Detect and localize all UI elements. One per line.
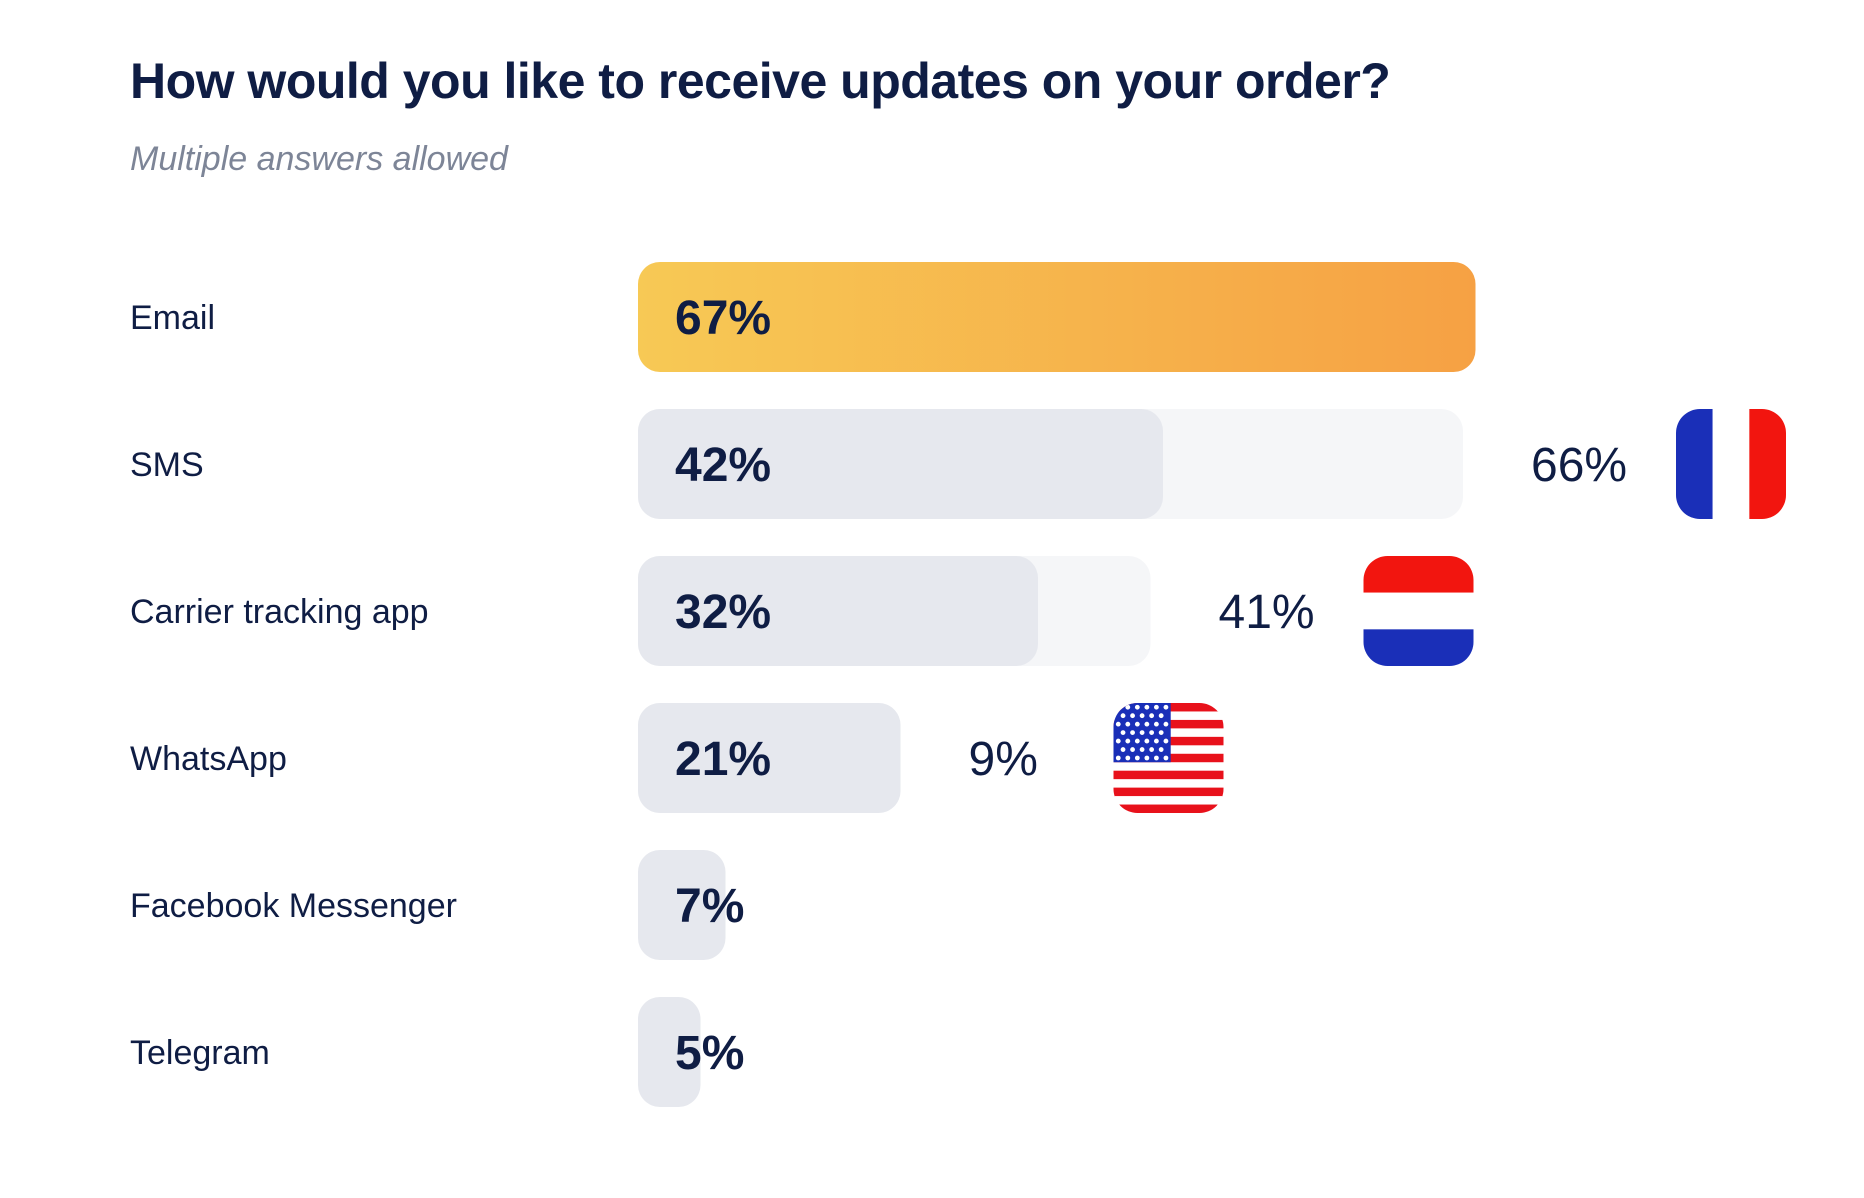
netherlands-flag-icon [1363,556,1474,666]
category-label: Carrier tracking app [130,593,429,631]
bar [638,556,1038,666]
bar-value-label: 42% [675,439,771,492]
bar [638,409,1163,519]
bar-value-label: 7% [675,880,744,933]
bar-row-email: Email 67% [130,262,1476,372]
bar-row-sms: SMS 42% 66% [130,409,1786,519]
category-label: Telegram [130,1034,270,1072]
bar-row-whatsapp: WhatsApp 21% 9% [130,703,1224,813]
bar-row-telegram: Telegram 5% [130,997,744,1107]
category-label: Email [130,299,215,337]
bar [638,997,701,1107]
country-value-label: 9% [969,733,1038,786]
bar-value-label: 67% [675,292,771,345]
country-value-label: 66% [1531,439,1627,492]
country-value-label: 41% [1219,586,1315,639]
bar-value-label: 5% [675,1027,744,1080]
bar-value-label: 21% [675,733,771,786]
bar [638,850,726,960]
bar-value-label: 32% [675,586,771,639]
bar-row-carrier-tracking-app: Carrier tracking app 32% 41% [130,556,1474,666]
bar-row-facebook-messenger: Facebook Messenger 7% [130,850,744,960]
chart-title: How would you like to receive updates on… [130,53,1391,109]
bar [638,262,1476,372]
category-label: WhatsApp [130,740,287,778]
category-label: SMS [130,446,204,484]
bar [638,703,901,813]
usa-flag-icon [1113,703,1224,813]
category-label: Facebook Messenger [130,887,457,925]
france-flag-icon [1676,409,1786,519]
chart-subtitle: Multiple answers allowed [130,140,508,178]
